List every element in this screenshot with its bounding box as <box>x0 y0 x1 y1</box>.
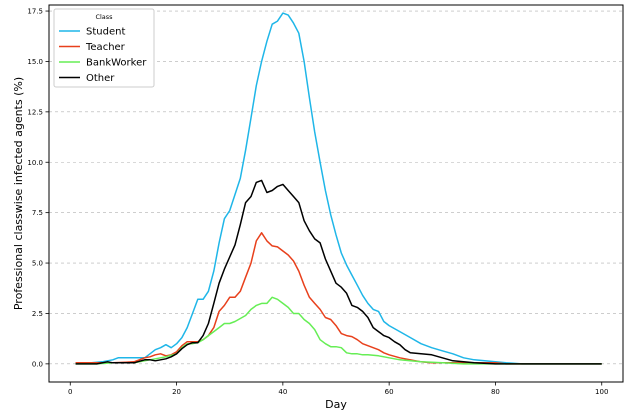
legend-items: Student Teacher BankWorker Other <box>59 27 147 84</box>
legend-box <box>53 8 155 88</box>
y-tick-label: 5.0 <box>32 260 43 268</box>
legend-label-teacher: Teacher <box>85 42 126 53</box>
series-line-student <box>75 12 602 365</box>
x-tick-label: 0 <box>68 388 72 396</box>
y-tick-label: 0.0 <box>32 360 43 368</box>
y-tick-label: 10.0 <box>27 159 43 167</box>
y-tick-label: 17.5 <box>27 8 43 16</box>
legend-label-other: Other <box>86 73 115 84</box>
y-tick-label: 12.5 <box>27 108 43 116</box>
series-line-other <box>75 179 602 365</box>
x-tick-label: 100 <box>595 388 608 396</box>
x-tick-label: 60 <box>385 388 394 396</box>
y-tick-label: 15.0 <box>27 58 43 66</box>
axis-ticks: 0 20 40 60 80 100 0.0 2.5 5.0 7.5 10.0 12.5 15.0 17.5 <box>27 8 608 396</box>
x-tick-label: 20 <box>172 388 181 396</box>
legend-title: Class <box>95 13 113 21</box>
y-tick-label: 2.5 <box>32 310 43 318</box>
series-line-teacher <box>75 232 602 365</box>
legend-label-student: Student <box>86 27 125 38</box>
x-tick-label: 80 <box>491 388 500 396</box>
plot-frame <box>48 4 624 383</box>
legend-label-bankworker: BankWorker <box>86 58 147 69</box>
y-tick-label: 7.5 <box>32 209 43 217</box>
y-axis-label: Professional classwise infected agents (… <box>12 77 25 310</box>
series-lines <box>75 12 602 365</box>
x-tick-label: 40 <box>278 388 287 396</box>
x-axis-label: Day <box>325 398 347 411</box>
legend: Class Student Teacher BankWorker Other <box>53 8 155 88</box>
